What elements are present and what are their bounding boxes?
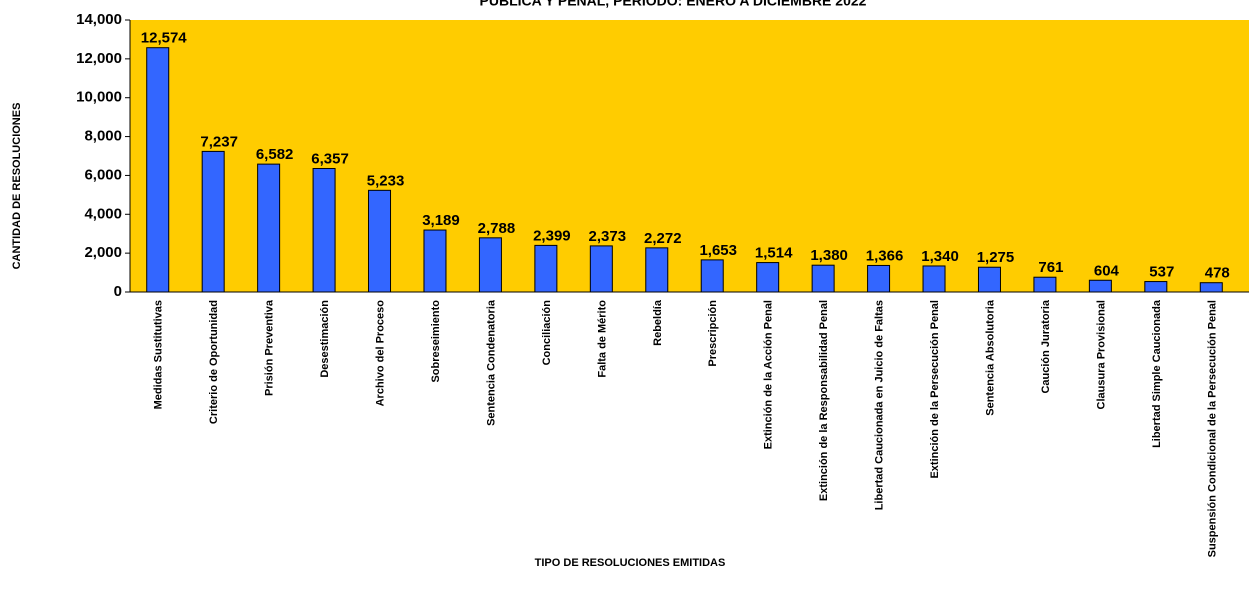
bar-value-label: 1,275 [977, 249, 1015, 266]
y-tick-label: 6,000 [84, 166, 122, 183]
x-category-label: Libertad Simple Caucionada [1151, 299, 1163, 448]
bar-value-label: 478 [1205, 265, 1230, 282]
y-tick-label: 4,000 [84, 205, 122, 222]
x-category-label: Caución Juratoria [1040, 299, 1052, 393]
x-category-label: Rebeldía [652, 299, 664, 346]
bar [922, 265, 946, 293]
bar-value-label: 3,189 [422, 212, 460, 229]
bar-value-label: 1,514 [755, 245, 793, 262]
bar [201, 150, 225, 293]
bar-value-label: 761 [1038, 259, 1063, 276]
bar [423, 229, 447, 293]
x-category-label: Suspensión Condicional de la Persecución… [1206, 300, 1218, 557]
bars-group [146, 47, 1223, 293]
y-tick-label: 0 [114, 283, 122, 300]
bar-value-label: 2,272 [644, 230, 682, 247]
x-category-label: Falta de Mérito [596, 300, 608, 378]
bar [977, 266, 1001, 293]
bar-value-label: 2,399 [533, 227, 571, 244]
bar-value-label: 1,366 [866, 247, 904, 264]
x-category-label: Desestimación [319, 300, 331, 378]
category-labels-group: Medidas Sustitutivas Criterio de Oportuni… [153, 299, 1219, 557]
x-category-label: Sentencia Condenatoria [485, 299, 497, 426]
bar [756, 262, 780, 293]
bar [589, 245, 613, 293]
bar [1199, 282, 1223, 293]
bar [534, 244, 558, 293]
bar-value-label: 1,380 [810, 247, 848, 264]
bar-value-label: 604 [1094, 262, 1120, 279]
bar-value-label: 1,340 [921, 248, 959, 265]
bar [312, 167, 336, 293]
x-category-label: Conciliación [541, 300, 553, 366]
bar-value-label: 12,574 [141, 30, 188, 47]
chart-title: PÚBLICA Y PENAL, PERÍODO: ENERO A DICIEM… [480, 0, 867, 9]
bar-value-label: 6,357 [311, 150, 349, 167]
bar [478, 237, 502, 293]
bar-value-label: 2,373 [589, 228, 627, 245]
x-category-label: Extinción de la Responsabilidad Penal [818, 300, 830, 501]
bar [368, 189, 392, 293]
bar-value-label: 537 [1149, 264, 1174, 281]
bar-value-label: 1,653 [699, 242, 737, 259]
x-category-label: Extinción de la Acción Penal [763, 300, 775, 449]
y-tick-label: 2,000 [84, 244, 122, 261]
x-category-label: Prisión Preventiva [264, 299, 276, 396]
y-tick-label: 14,000 [76, 11, 122, 28]
bar [1088, 279, 1112, 293]
x-category-label: Clausura Provisional [1095, 300, 1107, 409]
bar [645, 247, 669, 293]
bar [257, 163, 281, 293]
bar-value-label: 7,237 [200, 133, 238, 150]
bar [146, 47, 170, 293]
x-category-label: Criterio de Oportunidad [208, 300, 220, 424]
bar [1033, 276, 1057, 293]
bar [1144, 281, 1168, 293]
x-category-label: Medidas Sustitutivas [153, 300, 165, 409]
x-category-label: Libertad Caucionada en Juicio de Faltas [874, 300, 886, 510]
bar-value-label: 5,233 [367, 172, 405, 189]
bar [700, 259, 724, 293]
plot-background [130, 20, 1249, 292]
bar-value-label: 6,582 [256, 146, 294, 163]
x-category-label: Archivo del Proceso [375, 300, 387, 407]
x-category-label: Extinción de la Persecución Penal [929, 300, 941, 479]
y-tick-label: 12,000 [76, 50, 122, 67]
x-category-label: Prescripción [707, 300, 719, 367]
bar-value-label: 2,788 [478, 220, 516, 237]
value-labels-group: 12,574 7,237 6,582 6,357 5,233 3,189 2,788 2,39… [141, 30, 1230, 282]
x-axis-title: TIPO DE RESOLUCIONES EMITIDAS [535, 557, 726, 569]
bar [811, 264, 835, 293]
x-category-label: Sentencia Absolutoria [984, 299, 996, 416]
bar [867, 264, 891, 293]
y-axis-title: CANTIDAD DE RESOLUCIONES [11, 103, 23, 270]
y-tick-label: 10,000 [76, 89, 122, 106]
x-category-label: Sobreseimiento [430, 300, 442, 383]
y-tick-label: 8,000 [84, 128, 122, 145]
